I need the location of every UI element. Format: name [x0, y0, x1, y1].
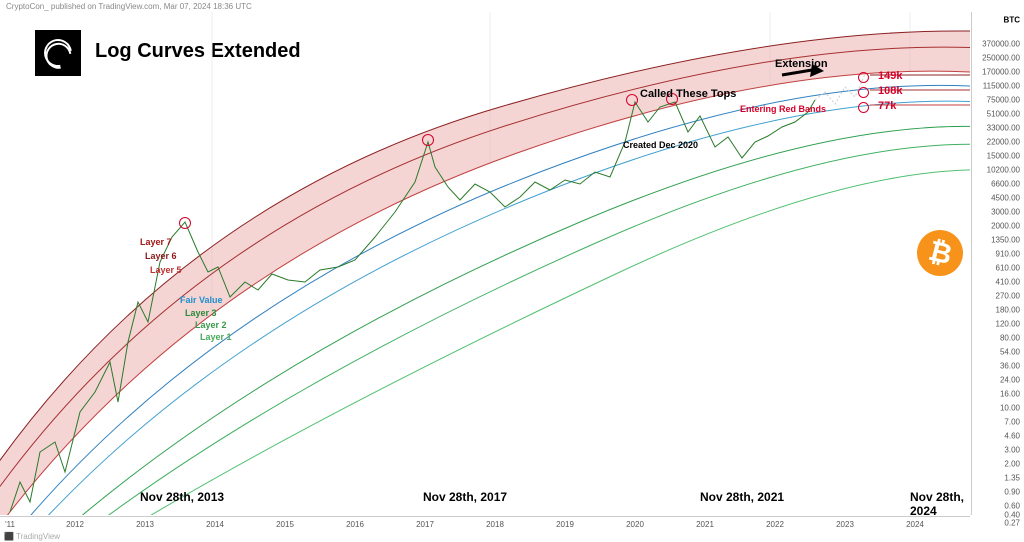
attribution: CryptoCon_ published on TradingView.com,… [6, 2, 252, 11]
y-tick: 6600.00 [991, 180, 1020, 189]
y-tick: 15000.00 [987, 152, 1020, 161]
y-tick: 10200.00 [987, 166, 1020, 175]
y-tick: 3.00 [1004, 446, 1020, 455]
y-tick: 410.00 [996, 278, 1020, 287]
y-tick: 24.00 [1000, 376, 1020, 385]
bitcoin-logo-icon: ₿ [917, 230, 963, 276]
target-label: 149k [878, 70, 902, 82]
y-tick: 80.00 [1000, 334, 1020, 343]
layer-label: Layer 6 [145, 251, 177, 261]
cycle-date-label: Nov 28th, 2017 [423, 490, 507, 504]
bitcoin-b: ₿ [925, 235, 955, 272]
chart-svg [0, 12, 970, 515]
y-tick: 115000.00 [983, 82, 1020, 91]
y-tick: 170000.00 [982, 68, 1020, 77]
x-tick: 2019 [556, 520, 574, 529]
y-tick: 0.90 [1004, 488, 1020, 497]
layer-label: Fair Value [180, 295, 223, 305]
y-tick: 51000.00 [987, 110, 1020, 119]
top-marker-ring [626, 94, 638, 106]
x-tick: 2017 [416, 520, 434, 529]
tradingview-watermark: ⬛ TradingView [4, 532, 60, 541]
y-tick: 0.60 [1004, 502, 1020, 511]
y-tick: 2.00 [1004, 460, 1020, 469]
x-tick: 2016 [346, 520, 364, 529]
cycle-date-label: Nov 28th, 2024 [910, 490, 970, 515]
x-tick: 2023 [836, 520, 854, 529]
annotation: Extension [775, 58, 828, 70]
y-tick: 180.00 [996, 306, 1020, 315]
top-marker-ring [422, 134, 434, 146]
chart-area[interactable]: Called These Tops Created Dec 2020 Extensi… [0, 12, 970, 515]
y-tick: 610.00 [996, 264, 1020, 273]
y-axis: BTC 370000.00 250000.00 170000.00 115000.00… [971, 12, 1024, 515]
x-axis: '11 2012 2013 2014 2015 2016 2017 2018 2019 2020 2… [0, 516, 970, 534]
layer-label: Layer 5 [150, 265, 182, 275]
x-tick: 2022 [766, 520, 784, 529]
y-tick: 33000.00 [987, 124, 1020, 133]
target-ring [858, 87, 869, 98]
x-tick: 2015 [276, 520, 294, 529]
y-tick: 1350.00 [991, 236, 1020, 245]
y-tick: 7.00 [1004, 418, 1020, 427]
cycle-date-label: Nov 28th, 2021 [700, 490, 784, 504]
y-tick: 910.00 [996, 250, 1020, 259]
layer-label: Layer 3 [185, 308, 217, 318]
y-tick: 22000.00 [987, 138, 1020, 147]
cycle-date-label: Nov 28th, 2013 [140, 490, 224, 504]
x-tick: 2012 [66, 520, 84, 529]
y-tick: 120.00 [996, 320, 1020, 329]
x-tick: 2020 [626, 520, 644, 529]
y-tick: 36.00 [1000, 362, 1020, 371]
y-tick: 16.00 [1000, 390, 1020, 399]
y-tick: 10.00 [1000, 404, 1020, 413]
y-tick: 3000.00 [991, 208, 1020, 217]
y-tick: 1.35 [1004, 474, 1020, 483]
x-tick: 2014 [206, 520, 224, 529]
y-tick: 4500.00 [991, 194, 1020, 203]
target-ring [858, 72, 869, 83]
y-tick: 370000.00 [982, 40, 1020, 49]
y-tick: 4.60 [1004, 432, 1020, 441]
x-tick: 2018 [486, 520, 504, 529]
x-tick: 2013 [136, 520, 154, 529]
x-tick: '11 [5, 520, 15, 529]
annotation: Entering Red Bands [740, 104, 826, 114]
layer-label: Layer 1 [200, 332, 232, 342]
target-label: 77k [878, 100, 896, 112]
y-tick: 0.27 [1004, 519, 1020, 528]
layer-label: Layer 2 [195, 320, 227, 330]
target-ring [858, 102, 869, 113]
y-tick: 2000.00 [991, 222, 1020, 231]
top-marker-ring [179, 217, 191, 229]
y-tick: 54.00 [1000, 348, 1020, 357]
annotation: Created Dec 2020 [623, 140, 698, 150]
x-tick: 2021 [696, 520, 714, 529]
y-tick: 250000.00 [982, 54, 1020, 63]
layer-label: Layer 7 [140, 237, 172, 247]
target-label: 108k [878, 85, 902, 97]
y-tick: 270.00 [996, 292, 1020, 301]
y-tick: 75000.00 [987, 96, 1020, 105]
annotation: Called These Tops [640, 88, 736, 100]
y-axis-symbol: BTC [1004, 16, 1020, 25]
x-tick: 2024 [906, 520, 924, 529]
